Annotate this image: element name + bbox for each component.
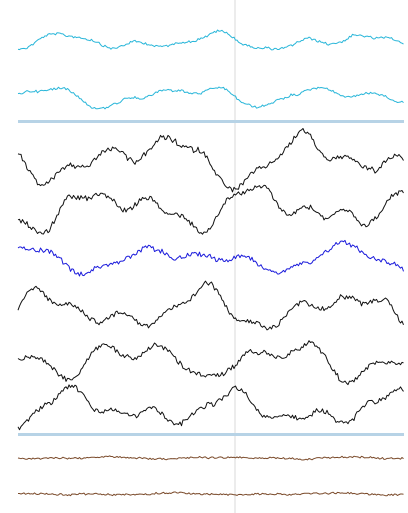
- trace-middle-5: [17, 340, 404, 386]
- trace-middle-6: [17, 384, 404, 431]
- trace-middle-1: [17, 128, 404, 193]
- group-separator-bottom: [18, 433, 404, 436]
- trace-middle-4: [17, 280, 404, 331]
- trace-top-2: [17, 86, 404, 110]
- trace-middle-2: [17, 184, 404, 235]
- trace-bottom-1: [17, 455, 404, 461]
- group-separator-top: [18, 120, 404, 123]
- trace-bottom-2: [18, 491, 404, 497]
- trace-middle-3: [17, 239, 404, 277]
- trace-top-1: [17, 29, 404, 51]
- signal-traces: [17, 29, 404, 497]
